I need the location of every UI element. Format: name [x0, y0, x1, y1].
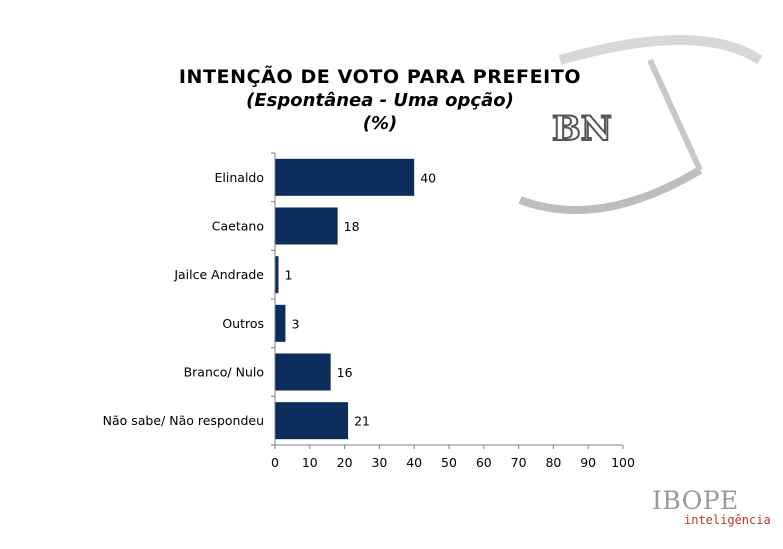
x-tick-label: 40	[406, 455, 422, 470]
bar-caetano	[275, 207, 338, 245]
x-axis: 0 10 20 30 40 50 60 70 80 90 100	[271, 152, 635, 470]
x-tick-label: 100	[611, 455, 635, 470]
data-label: 16	[337, 365, 353, 380]
x-tick-label: 10	[302, 455, 318, 470]
chart-unit: (%)	[362, 113, 398, 134]
category-label: Não sabe/ Não respondeu	[103, 413, 264, 428]
chart-title-block: INTENÇÃO DE VOTO PARA PREFEITO (Espontân…	[150, 66, 610, 136]
chart-title: INTENÇÃO DE VOTO PARA PREFEITO	[178, 66, 582, 88]
bar-outros	[275, 304, 286, 342]
ibope-subtitle: inteligência	[684, 513, 771, 527]
x-tick-label: 30	[371, 455, 387, 470]
x-tick-label: 0	[271, 455, 279, 470]
bn-logo: BN	[518, 35, 763, 214]
ibope-logo: IBOPE	[652, 486, 739, 515]
x-tick-label: 60	[476, 455, 492, 470]
data-label: 21	[354, 414, 370, 429]
data-label: 40	[420, 170, 436, 185]
x-tick-label: 20	[337, 455, 353, 470]
logo-text: BN	[552, 109, 612, 149]
bar-jailce-andrade	[275, 256, 279, 294]
category-label: Jailce Andrade	[173, 267, 264, 282]
category-label: Elinaldo	[215, 170, 264, 185]
bar-nao-sabe-nao-respondeu	[275, 402, 349, 440]
bar-elinaldo	[275, 158, 415, 196]
data-label: 3	[291, 316, 299, 331]
x-tick-label: 90	[580, 455, 596, 470]
category-label: Outros	[222, 316, 264, 331]
bar-branco-nulo	[275, 353, 331, 391]
x-tick-label: 80	[545, 455, 561, 470]
x-tick-label: 70	[511, 455, 527, 470]
category-label: Caetano	[212, 219, 264, 234]
bars-layer: Elinaldo 40 Caetano 18 Jailce Andrade 1 Outros…	[103, 158, 436, 440]
data-label: 1	[284, 268, 292, 283]
chart-subtitle: (Espontânea - Uma opção)	[246, 90, 514, 111]
data-label: 18	[344, 219, 360, 234]
x-tick-label: 50	[441, 455, 457, 470]
category-label: Branco/ Nulo	[184, 365, 264, 380]
